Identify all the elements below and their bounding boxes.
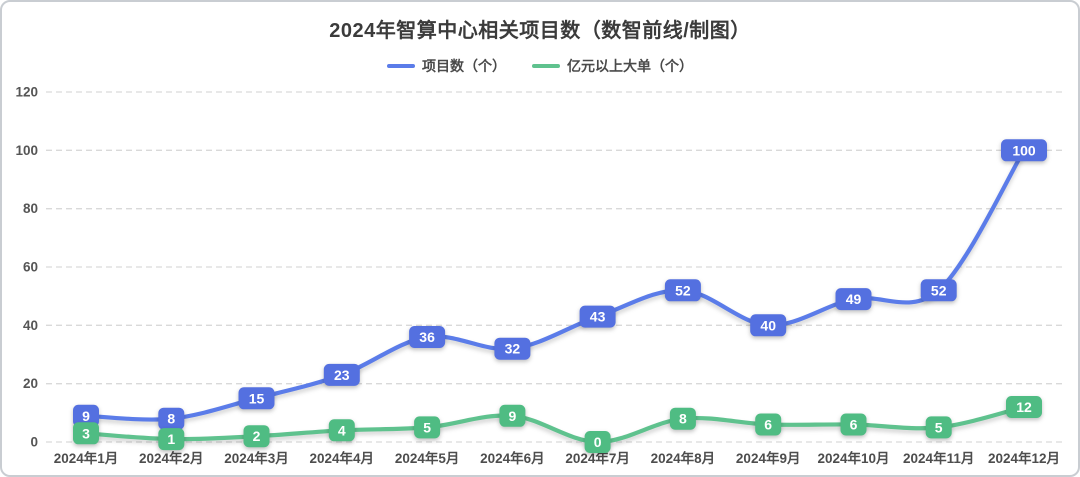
point-label: 6 [850, 417, 858, 433]
legend-line-marker-green [532, 64, 560, 68]
x-tick-label: 2024年9月 [736, 450, 801, 466]
series-line-group-1 [83, 404, 1027, 445]
x-tick-label: 2024年6月 [480, 450, 545, 466]
x-tick-label: 2024年7月 [565, 450, 630, 466]
point-label: 5 [935, 419, 943, 435]
series-line-group-0 [83, 148, 1027, 422]
point-label: 9 [82, 408, 90, 424]
point-label: 40 [760, 317, 776, 333]
point-label: 100 [1012, 142, 1036, 158]
point-label-box [158, 407, 185, 430]
point-label-box [1001, 139, 1047, 162]
x-axis: 2024年1月 2024年2月 2024年3月 2024年4月 2024年5月 2024年… [54, 450, 1060, 466]
series-line [83, 404, 1027, 445]
y-tick-label: 20 [23, 376, 38, 391]
x-tick-label: 2024年12月 [988, 450, 1060, 466]
point-label: 8 [679, 411, 687, 427]
point-label-box [238, 387, 275, 410]
point-label-box [414, 416, 441, 439]
y-tick-label: 100 [15, 143, 38, 158]
point-label: 43 [590, 309, 606, 325]
x-tick-label: 2024年5月 [395, 450, 460, 466]
point-label-box [750, 314, 787, 337]
point-label: 49 [846, 291, 862, 307]
point-label: 52 [675, 282, 691, 298]
point-label-box [925, 416, 952, 439]
chart-title: 2024年智算中心相关项目数（数智前线/制图） [329, 20, 751, 42]
point-label-box [664, 279, 701, 302]
point-label-box [328, 419, 355, 442]
point-label: 8 [167, 411, 175, 427]
x-tick-label: 2024年1月 [54, 450, 119, 466]
point-label-box [840, 413, 867, 436]
point-label-box [920, 279, 957, 302]
y-tick-label: 120 [15, 85, 38, 100]
y-tick-label: 60 [23, 260, 38, 275]
point-label-box [73, 404, 99, 427]
point-label: 6 [764, 417, 772, 433]
legend: 项目数（个） 亿元以上大单（个） [2, 56, 1078, 76]
legend-item-big-deals[interactable]: 亿元以上大单（个） [532, 56, 693, 76]
point-label: 5 [423, 419, 431, 435]
x-tick-label: 2024年10月 [817, 450, 889, 466]
point-label: 32 [505, 341, 521, 357]
point-label: 9 [509, 408, 517, 424]
series-labels-0: 9 8 15 23 36 32 43 52 40 49 52 100 [73, 139, 1047, 430]
y-tick-label: 80 [23, 201, 38, 216]
point-label-box [669, 407, 696, 430]
point-label-box [584, 431, 611, 453]
point-label: 2 [253, 428, 261, 444]
point-label: 4 [338, 422, 346, 438]
point-label-box [835, 288, 872, 311]
x-tick-label: 2024年4月 [310, 450, 375, 466]
point-label-box [158, 428, 185, 451]
legend-line-marker-blue [387, 64, 415, 68]
point-label: 12 [1016, 399, 1032, 415]
point-label-box [579, 305, 616, 328]
x-tick-label: 2024年11月 [903, 450, 974, 466]
point-label-box [494, 337, 531, 360]
point-label: 0 [594, 434, 602, 450]
point-label: 23 [334, 367, 350, 383]
x-tick-label: 2024年3月 [224, 450, 289, 466]
point-label-box [409, 326, 446, 348]
y-tick-label: 40 [23, 318, 38, 333]
point-label: 52 [931, 282, 947, 298]
legend-item-projects[interactable]: 项目数（个） [387, 56, 506, 76]
point-label: 3 [82, 425, 90, 441]
legend-label-projects: 项目数（个） [422, 58, 506, 74]
point-label-box [1006, 396, 1042, 418]
legend-label-big-deals: 亿元以上大单（个） [567, 58, 693, 74]
point-label: 1 [167, 431, 175, 447]
point-label: 36 [419, 329, 435, 345]
point-label: 15 [249, 390, 265, 406]
point-label-box [243, 425, 270, 448]
point-label-box [73, 422, 99, 445]
y-tick-label: 0 [30, 435, 38, 450]
point-label-box [499, 404, 526, 427]
x-tick-label: 2024年2月 [139, 450, 204, 466]
point-label-box [755, 413, 782, 436]
point-label-box [323, 363, 360, 386]
x-tick-label: 2024年8月 [651, 450, 716, 466]
series-line [83, 148, 1027, 422]
